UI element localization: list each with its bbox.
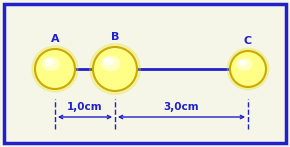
Text: C: C [244,36,252,46]
Ellipse shape [101,56,121,71]
Ellipse shape [239,60,247,66]
Ellipse shape [32,46,78,92]
Text: 3,0cm: 3,0cm [164,102,199,112]
Ellipse shape [90,44,140,94]
Ellipse shape [104,57,113,65]
Text: A: A [51,34,59,44]
Ellipse shape [35,49,75,89]
Ellipse shape [93,47,137,91]
Ellipse shape [230,51,266,87]
Ellipse shape [42,57,60,71]
Ellipse shape [236,58,253,71]
Text: 1,0cm: 1,0cm [67,102,103,112]
Ellipse shape [227,48,269,90]
Ellipse shape [44,59,53,66]
Text: B: B [111,32,119,42]
